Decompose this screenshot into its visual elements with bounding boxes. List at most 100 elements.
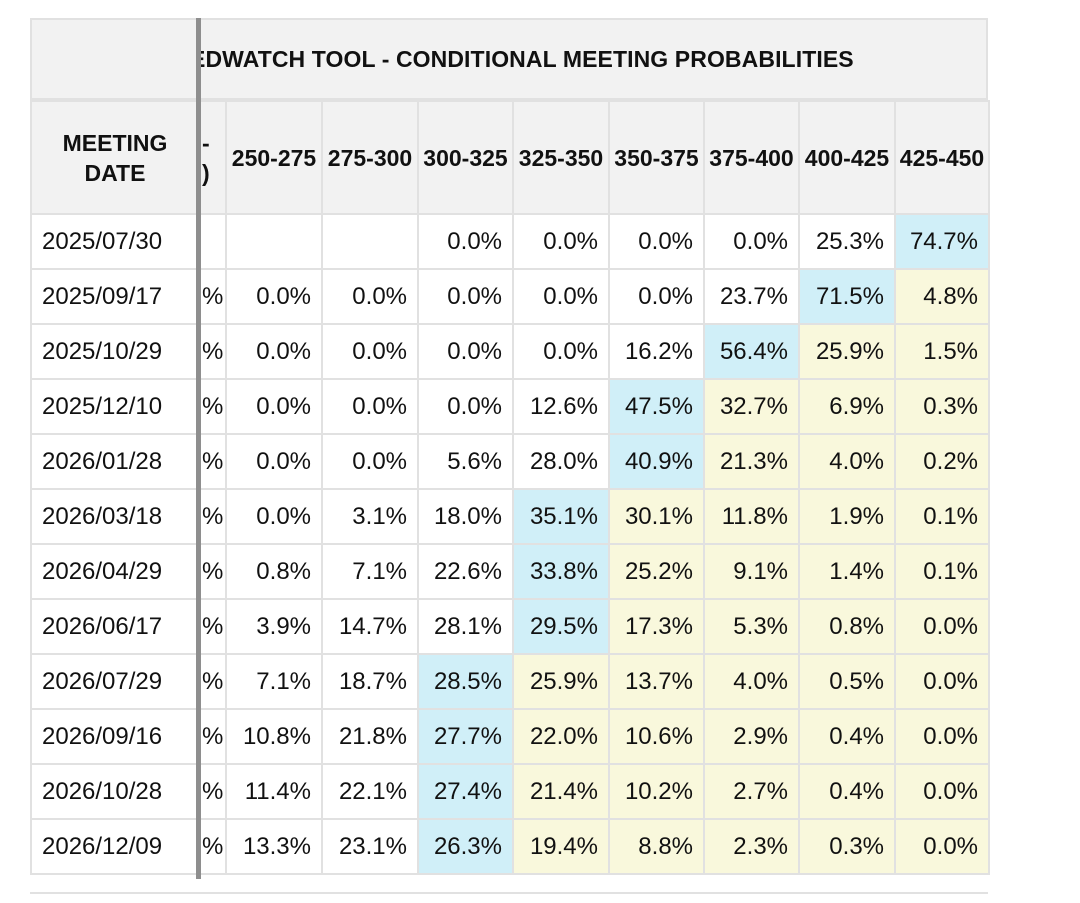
probability-table: MEETING DATE -) 250-275 275-300 300-325 325… <box>30 100 990 875</box>
probability-cell: 0.8% <box>225 543 323 600</box>
probability-cell: 23.7% <box>703 268 800 325</box>
probability-cell: 0.0% <box>512 323 610 380</box>
probability-cell: 25.9% <box>798 323 896 380</box>
probability-cell: 71.5% <box>798 268 896 325</box>
probability-table-container: EDWATCH TOOL - CONDITIONAL MEETING PROBA… <box>30 18 990 879</box>
probability-cell: 0.0% <box>417 323 514 380</box>
meeting-date-cell: 2025/12/10 <box>30 378 200 435</box>
probability-cell: 0.0% <box>894 818 990 875</box>
meeting-date-cell: 2025/09/17 <box>30 268 200 325</box>
probability-cell: 7.1% <box>321 543 419 600</box>
probability-cell: 5.6% <box>417 433 514 490</box>
probability-cell: 0.0% <box>608 268 705 325</box>
probability-cell: 25.9% <box>512 653 610 710</box>
header-rate-250-275[interactable]: 250-275 <box>225 100 323 215</box>
probability-cell: 0.3% <box>798 818 896 875</box>
header-meeting-date[interactable]: MEETING DATE <box>30 100 200 215</box>
probability-cell: 0.0% <box>894 653 990 710</box>
probability-cell: 25.2% <box>608 543 705 600</box>
probability-cell: 19.4% <box>512 818 610 875</box>
partial-cell: % <box>198 543 227 600</box>
table-bottom-border <box>30 892 988 894</box>
probability-cell: 2.9% <box>703 708 800 765</box>
probability-cell: 11.8% <box>703 488 800 545</box>
probability-cell: 0.0% <box>225 268 323 325</box>
probability-cell: 0.0% <box>321 323 419 380</box>
probability-cell: 0.0% <box>894 598 990 655</box>
header-rate-400-425[interactable]: 400-425 <box>798 100 896 215</box>
table-row: 2026/12/09% 13.3% 23.1% 26.3% 19.4% 8.8% 2.3% 0… <box>30 818 990 875</box>
partial-cell: % <box>198 763 227 820</box>
header-rate-375-400[interactable]: 375-400 <box>703 100 800 215</box>
table-title-text: EDWATCH TOOL - CONDITIONAL MEETING PROBA… <box>190 46 854 72</box>
probability-cell: 56.4% <box>703 323 800 380</box>
probability-cell: 28.5% <box>417 653 514 710</box>
header-rate-300-325[interactable]: 300-325 <box>417 100 514 215</box>
table-row: 2026/01/28% 0.0% 0.0% 5.6% 28.0% 40.9% 21.3% 4.… <box>30 433 990 490</box>
table-row: 2026/10/28% 11.4% 22.1% 27.4% 21.4% 10.2% 2.7%… <box>30 763 990 820</box>
probability-cell: 33.8% <box>512 543 610 600</box>
probability-cell: 3.1% <box>321 488 419 545</box>
probability-cell: 29.5% <box>512 598 610 655</box>
probability-cell: 1.5% <box>894 323 990 380</box>
partial-cell: % <box>198 488 227 545</box>
probability-cell: 4.8% <box>894 268 990 325</box>
meeting-date-cell: 2026/06/17 <box>30 598 200 655</box>
header-rate-275-300[interactable]: 275-300 <box>321 100 419 215</box>
table-title-bar: EDWATCH TOOL - CONDITIONAL MEETING PROBA… <box>30 18 988 100</box>
probability-cell: 17.3% <box>608 598 705 655</box>
probability-cell: 22.0% <box>512 708 610 765</box>
probability-cell: 23.1% <box>321 818 419 875</box>
table-row: 2026/03/18% 0.0% 3.1% 18.0% 35.1% 30.1% 11.8% 1… <box>30 488 990 545</box>
header-rate-425-450[interactable]: 425-450 <box>894 100 990 215</box>
probability-cell: 0.0% <box>894 763 990 820</box>
header-row: MEETING DATE -) 250-275 275-300 300-325 325… <box>30 100 990 215</box>
meeting-date-cell: 2025/07/30 <box>30 213 200 270</box>
probability-cell: 18.0% <box>417 488 514 545</box>
probability-cell: 0.0% <box>417 268 514 325</box>
probability-cell: 14.7% <box>321 598 419 655</box>
probability-cell: 16.2% <box>608 323 705 380</box>
probability-cell: 0.0% <box>703 213 800 270</box>
partial-cell <box>198 213 227 270</box>
probability-cell: 28.1% <box>417 598 514 655</box>
frozen-column-divider[interactable] <box>196 18 201 879</box>
meeting-date-cell: 2026/03/18 <box>30 488 200 545</box>
probability-cell: 0.0% <box>225 433 323 490</box>
probability-cell: 0.0% <box>417 213 514 270</box>
header-partial-column[interactable]: -) <box>198 100 227 215</box>
probability-cell: 74.7% <box>894 213 990 270</box>
meeting-date-cell: 2026/07/29 <box>30 653 200 710</box>
probability-cell: 21.3% <box>703 433 800 490</box>
probability-cell: 40.9% <box>608 433 705 490</box>
probability-cell: 18.7% <box>321 653 419 710</box>
meeting-date-cell: 2026/10/28 <box>30 763 200 820</box>
probability-cell: 25.3% <box>798 213 896 270</box>
partial-cell: % <box>198 708 227 765</box>
partial-cell: % <box>198 433 227 490</box>
probability-cell: 35.1% <box>512 488 610 545</box>
header-rate-350-375[interactable]: 350-375 <box>608 100 705 215</box>
header-rate-325-350[interactable]: 325-350 <box>512 100 610 215</box>
probability-cell <box>321 213 419 270</box>
probability-cell: 7.1% <box>225 653 323 710</box>
probability-cell: 28.0% <box>512 433 610 490</box>
probability-cell: 13.7% <box>608 653 705 710</box>
probability-cell: 0.0% <box>225 323 323 380</box>
probability-cell: 0.0% <box>512 213 610 270</box>
probability-cell: 21.8% <box>321 708 419 765</box>
probability-cell: 6.9% <box>798 378 896 435</box>
table-row: 2025/10/29% 0.0% 0.0% 0.0% 0.0% 16.2% 56.4% 25.… <box>30 323 990 380</box>
probability-cell: 22.1% <box>321 763 419 820</box>
table-body: 2025/07/30 0.0% 0.0% 0.0% 0.0% 25.3% 74.7% 2025… <box>30 213 990 875</box>
probability-cell: 0.4% <box>798 763 896 820</box>
probability-cell: 11.4% <box>225 763 323 820</box>
probability-cell <box>225 213 323 270</box>
probability-cell: 10.2% <box>608 763 705 820</box>
probability-cell: 21.4% <box>512 763 610 820</box>
probability-cell: 1.9% <box>798 488 896 545</box>
probability-cell: 26.3% <box>417 818 514 875</box>
probability-cell: 27.4% <box>417 763 514 820</box>
probability-cell: 0.0% <box>894 708 990 765</box>
meeting-date-cell: 2026/12/09 <box>30 818 200 875</box>
